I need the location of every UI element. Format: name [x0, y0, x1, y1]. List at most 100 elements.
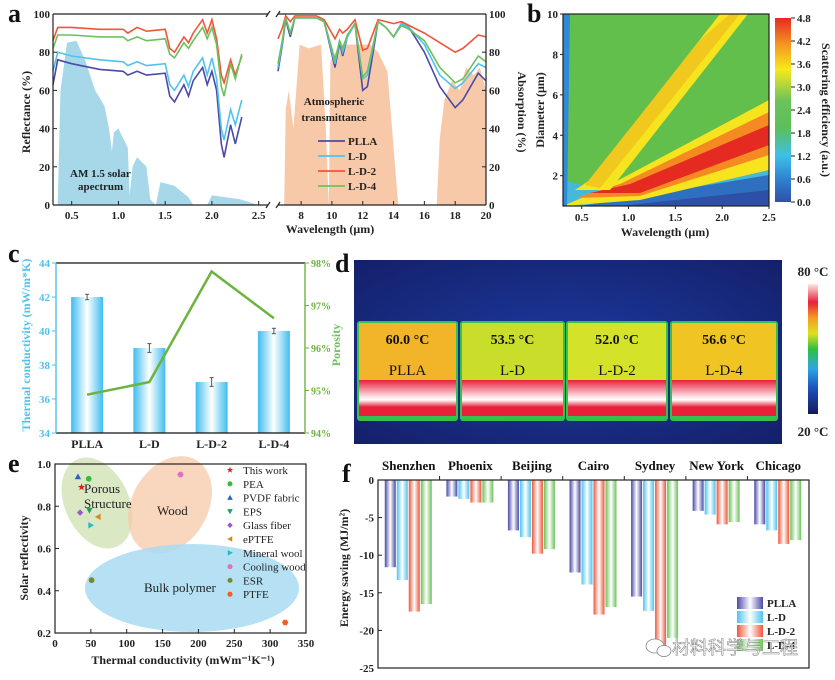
bar-l-d-4 — [257, 331, 290, 433]
line-left-plla — [52, 58, 243, 158]
legend-label-glass-fiber: Glass fiber — [243, 520, 291, 532]
xtick-label: 0 — [52, 638, 58, 650]
sample-name: L-D — [500, 363, 525, 379]
point-glass-fiber — [76, 509, 84, 516]
legend-label-pea: PEA — [243, 479, 264, 491]
scatter-points — [74, 471, 289, 626]
bar-phoenix-l-d — [458, 480, 470, 499]
bar-shenzhen-l-d-4 — [420, 480, 432, 605]
legend-label-plla: PLLA — [348, 136, 377, 148]
xtick-label-right: 8 — [298, 210, 304, 222]
legend-label-pvdf-fabric: PVDF fabric — [243, 493, 300, 505]
thermal-samples: 60.0 °C PLLA 53.5 °C L-D 52.0 °C L-D-2 56.6 °C… — [357, 321, 778, 421]
panel-e-axes: 0 50 100 150 200 250 300 350 0.2 0.4 0.6 0.8 1.0 — [37, 459, 315, 650]
ytick-label-left: 34 — [39, 428, 51, 440]
ytick-label-left: 60 — [39, 85, 51, 97]
ytick-label: -10 — [359, 550, 374, 562]
legend-marker-eptfe — [227, 536, 233, 542]
category-label: L-D — [139, 437, 160, 451]
scattering-colorbar-ticks: 0.0 0.6 1.2 1.8 2.4 3.0 3.6 4.2 4.8 — [791, 13, 811, 209]
colorbar-tick-label: 1.8 — [797, 128, 811, 140]
panel-b-ylabel: Diameter (μm) — [533, 72, 547, 148]
panel-c-letter: c — [8, 239, 20, 268]
city-label-cairo: Cairo — [578, 458, 610, 473]
xtick-label-left: 2.5 — [252, 210, 266, 222]
legend-marker-esr — [227, 577, 233, 583]
bar-beijing-l-d-2 — [531, 480, 543, 554]
panel-b-frame — [562, 13, 770, 207]
bar-cairo-l-d — [581, 480, 593, 585]
heatmap-lowest-core — [620, 190, 769, 206]
point-eps — [86, 507, 93, 514]
ytick-label-right: 40 — [489, 124, 501, 136]
ytick-label: 0 — [369, 475, 375, 487]
bar-beijing-l-d-4 — [543, 480, 555, 550]
ytick-label-left: 100 — [34, 9, 51, 21]
ytick-label-right: 98% — [311, 259, 331, 270]
line-left-l-d-2 — [52, 16, 243, 86]
panel-c-ylabel: Thermal conductivity (mW/m*K) — [19, 259, 33, 432]
sample-temperature: 52.0 °C — [595, 333, 639, 348]
panel-f-axes: 0 -5 -10 -15 -20 -25 — [359, 475, 810, 675]
panel-d-letter: d — [335, 249, 350, 278]
legend-label-l-d: L-D — [767, 612, 786, 624]
ytick-label: 0.6 — [37, 544, 51, 556]
colorbar-tick-label: 4.8 — [797, 13, 811, 25]
legend-label-this-work: This work — [243, 465, 288, 477]
bar-sydney-l-d-2 — [655, 480, 667, 647]
bar-beijing-l-d — [519, 480, 531, 538]
sample-name: PLLA — [389, 363, 427, 379]
ytick-label: 1.0 — [37, 459, 51, 471]
legend-label-l-d-2: L-D-2 — [348, 166, 377, 178]
panel-b-letter: b — [527, 0, 541, 28]
ytick-label-right: 100 — [489, 9, 506, 21]
xtick-label: 200 — [190, 638, 207, 650]
panel-c-conductivity-porosity-chart: PLLA L-D L-D-2 L-D-4 34 36 38 40 42 44 94% 95% 96% 9… — [19, 258, 343, 451]
legend-marker-this-work — [226, 466, 234, 473]
wechat-icon — [645, 638, 672, 657]
line-left-l-d-4 — [52, 24, 243, 97]
point-eptfe — [94, 513, 101, 521]
xtick-label: 250 — [226, 638, 243, 650]
bar-cairo-l-d-2 — [593, 480, 605, 615]
legend-label-plla: PLLA — [767, 598, 796, 610]
ytick-label-left: 44 — [39, 258, 51, 270]
ytick-label-right: 97% — [311, 302, 331, 313]
panel-f-energy-saving-chart: 0 -5 -10 -15 -20 -25 Shenzhen Phoenix Beijing Ca… — [337, 458, 810, 675]
xtick-label-right: 16 — [419, 210, 431, 222]
city-labels: Shenzhen Phoenix Beijing Cairo Sydney New Yor… — [382, 458, 801, 473]
bar-new-york-plla — [692, 480, 704, 511]
panel-b-axes: 0.5 1.0 1.5 2.0 2.5 2 4 6 8 10 — [547, 9, 776, 224]
bar-new-york-l-d-2 — [716, 480, 728, 525]
bar-l-d-2 — [195, 382, 228, 433]
bar-sydney-l-d-4 — [667, 480, 679, 638]
solar-annotation-line2: apectrum — [78, 181, 123, 193]
legend-label-eptfe: ePTFE — [243, 534, 274, 546]
ytick-label: 4 — [553, 130, 559, 142]
bar-plla — [71, 297, 104, 433]
category-label: L-D-2 — [196, 437, 227, 451]
ytick-label-left: 36 — [39, 394, 51, 406]
panel-a-ylabel: Reflectance (%) — [19, 71, 33, 153]
region-label-wood: Wood — [157, 503, 188, 518]
colorbar-tick-label: 2.4 — [797, 105, 811, 117]
bar-beijing-plla — [507, 480, 519, 531]
colorbar-tick-label: 3.6 — [797, 59, 811, 71]
xtick-label: 1.0 — [622, 212, 636, 224]
ytick-label: 8 — [553, 49, 559, 61]
panel-f-legend: PLLA L-D L-D-2 L-D-4 — [737, 597, 796, 652]
ytick-label: 10 — [547, 9, 559, 21]
line-right-l-d-4 — [277, 16, 487, 84]
sample-hot-stripe — [359, 380, 456, 416]
ytick-label-left: 80 — [39, 47, 51, 59]
ytick-label-left: 40 — [39, 124, 51, 136]
bar-new-york-l-d — [704, 480, 716, 515]
atmospheric-transmittance-area — [284, 44, 486, 205]
bar-sydney-l-d — [643, 480, 655, 611]
xtick-label: 100 — [118, 638, 135, 650]
xtick-label: 0.5 — [575, 212, 589, 224]
xtick-label: 50 — [85, 638, 97, 650]
